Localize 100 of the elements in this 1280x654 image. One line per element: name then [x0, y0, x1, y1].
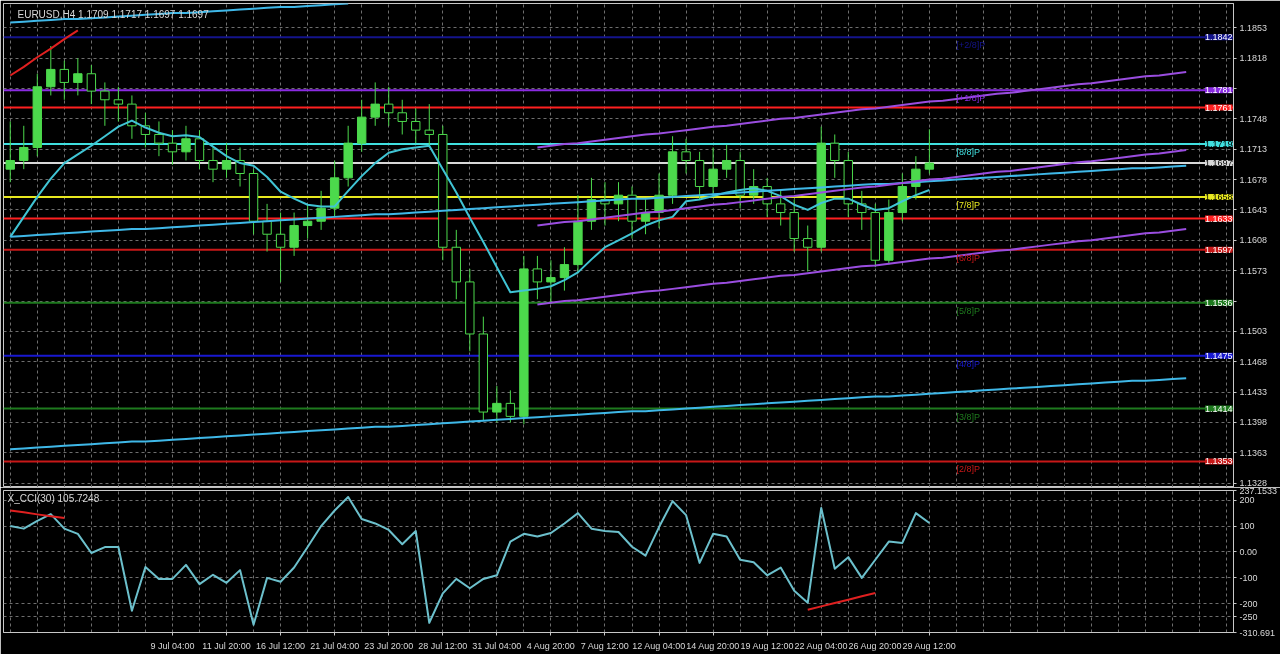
- y-tick-label: -200: [1239, 598, 1258, 609]
- x-tick-label: 12 Aug 04:00: [632, 640, 686, 651]
- candlestick: [803, 225, 813, 273]
- ref-line-label: 1.1781: [1204, 85, 1233, 96]
- line-series: [536, 71, 1188, 149]
- y-tick-label: 1.1573: [1239, 265, 1268, 276]
- candlestick: [830, 133, 840, 179]
- line-series: [536, 228, 1188, 306]
- x-tick-label: 26 Aug 20:00: [848, 640, 902, 651]
- annotation: [4/8]P: [956, 358, 980, 369]
- line-series: [9, 377, 1188, 451]
- y-tick-label: 1.1468: [1239, 356, 1268, 367]
- ref-line-label: 1.1842: [1204, 32, 1233, 43]
- candlestick: [492, 385, 502, 423]
- y-tick-label: 1.1748: [1239, 113, 1268, 124]
- candlestick: [397, 99, 407, 135]
- line-series: [806, 591, 877, 611]
- candlestick: [532, 255, 543, 300]
- candlestick: [194, 129, 205, 170]
- y-tick-label: 200: [1239, 495, 1255, 506]
- annotation: [5/8]P: [956, 305, 980, 316]
- candlestick: [776, 190, 786, 227]
- annotation: X_CCI(30) 105.7248: [7, 492, 100, 504]
- y-tick-label: 100: [1239, 521, 1255, 532]
- annotation: [8/8]P: [956, 147, 980, 158]
- y-tick-label: -250: [1239, 611, 1258, 622]
- ref-line-label: 1.1536: [1204, 297, 1233, 308]
- ref-line-label: 1.1658: [1204, 191, 1233, 202]
- candlestick: [5, 120, 15, 183]
- candlestick: [559, 246, 570, 292]
- x-tick-label: 7 Aug 12:00: [580, 640, 629, 651]
- candlestick: [546, 259, 556, 305]
- candlestick: [681, 138, 691, 175]
- line-series: [9, 496, 931, 626]
- candlestick: [154, 120, 164, 157]
- candlestick: [384, 86, 394, 127]
- x-tick-label: 31 Jul 04:00: [472, 640, 522, 651]
- y-tick-label: 1.1433: [1239, 387, 1268, 398]
- candlestick: [46, 45, 56, 96]
- candlestick: [275, 212, 286, 283]
- candlestick: [167, 129, 178, 166]
- line-series: [9, 509, 66, 520]
- annotation: [2/8]P: [956, 464, 980, 475]
- ref-line-label: 1.1597: [1204, 244, 1233, 255]
- y-tick-label: 1.1678: [1239, 174, 1268, 185]
- x-tick-label: 29 Aug 12:00: [902, 640, 956, 651]
- annotation: [6/8]P: [956, 252, 980, 263]
- candlestick: [924, 128, 935, 175]
- candlestick: [113, 86, 124, 122]
- y-tick-label: 1.1398: [1239, 417, 1268, 428]
- x-tick-label: 11 Jul 20:00: [202, 640, 251, 651]
- x-tick-label: 4 Aug 20:00: [526, 640, 575, 651]
- candlestick: [19, 125, 29, 170]
- candlestick: [289, 212, 299, 257]
- candlestick: [302, 203, 313, 240]
- candlestick: [424, 103, 434, 148]
- candlestick: [505, 389, 516, 423]
- x-tick-label: 23 Jul 20:00: [364, 640, 414, 651]
- annotation: [+2/8]P: [956, 40, 986, 51]
- candlestick: [100, 81, 110, 127]
- y-tick-label: 1.1818: [1239, 53, 1268, 64]
- candlestick: [370, 81, 380, 127]
- x-tick-label: 28 Jul 12:00: [418, 640, 468, 651]
- x-tick-label: 14 Aug 20:00: [686, 640, 740, 651]
- line-series: [9, 3, 350, 24]
- ref-line-label: 1.1414: [1204, 403, 1233, 414]
- y-tick-label: 0.00: [1239, 546, 1258, 557]
- y-tick-label: -310.691: [1239, 627, 1276, 638]
- y-tick-label: -100: [1239, 572, 1258, 583]
- y-tick-label: 1.1608: [1239, 235, 1268, 246]
- x-tick-label: 21 Jul 04:00: [310, 640, 360, 651]
- candlestick: [59, 60, 70, 101]
- x-tick-label: 22 Aug 04:00: [794, 640, 848, 651]
- candlestick: [73, 57, 83, 96]
- x-tick-label: 16 Jul 12:00: [256, 640, 306, 651]
- candlestick: [262, 203, 272, 253]
- y-tick-label: 1.1363: [1239, 447, 1268, 458]
- ref-line-label: 1.1353: [1204, 456, 1233, 467]
- candlestick: [411, 107, 421, 144]
- annotation: [3/8]P: [956, 411, 980, 422]
- ref-line-label: 1.1719: [1204, 139, 1233, 150]
- line-series: [9, 29, 79, 77]
- y-tick-label: 1.1853: [1239, 22, 1268, 33]
- y-tick-label: 1.1643: [1239, 204, 1268, 215]
- ref-line-label: 1.1697: [1204, 158, 1233, 169]
- line-series: [9, 164, 1188, 238]
- candlestick: [721, 144, 732, 179]
- x-tick-label: 9 Jul 04:00: [150, 640, 195, 651]
- candlestick: [221, 142, 232, 179]
- line-series: [536, 149, 1188, 227]
- ref-line-label: 1.1475: [1204, 350, 1233, 361]
- candlestick: [181, 125, 191, 161]
- y-tick-label: 1.1713: [1239, 144, 1268, 155]
- candlestick: [208, 146, 218, 183]
- x-tick-label: 19 Aug 12:00: [740, 640, 794, 651]
- candlestick: [708, 146, 718, 196]
- annotation: [7/8]P: [956, 199, 980, 210]
- y-tick-label: 1.1503: [1239, 326, 1268, 337]
- candlestick: [127, 94, 137, 140]
- candlestick: [86, 64, 97, 105]
